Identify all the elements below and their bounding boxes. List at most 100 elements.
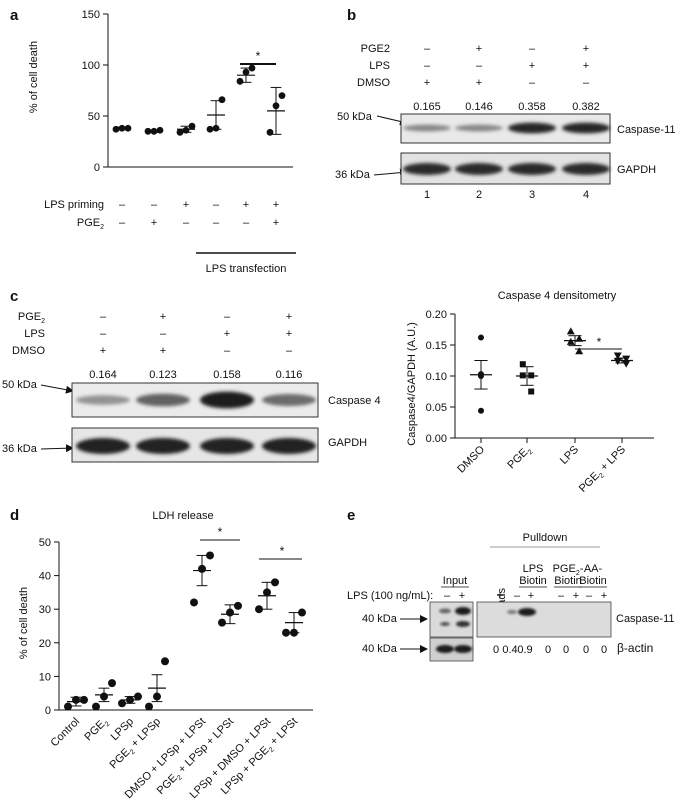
condition-value: – [529, 77, 536, 89]
y-axis-label: % of cell death [18, 587, 30, 659]
marker-40kda: 40 kDa [362, 613, 398, 625]
condition-value: + [100, 345, 106, 357]
densitometry-ratio: 0.4 [502, 644, 517, 656]
data-point [118, 699, 126, 708]
pulldown-group-label: Input [443, 575, 467, 587]
data-point [519, 361, 526, 368]
label-subscript: 2 [598, 472, 606, 480]
blot-band [403, 124, 451, 132]
densitometry-value: 0.123 [149, 369, 177, 381]
lps-value: – [558, 590, 565, 602]
y-tick-label: 0.15 [426, 340, 447, 352]
label-text: PGE [82, 718, 107, 743]
label-subscript: 2 [268, 746, 276, 754]
condition-value: – [160, 328, 167, 340]
y-axis-label: Caspase4/GAPDH (A.U.) [406, 322, 418, 445]
label-text: PGE [505, 446, 530, 471]
condition-value: – [119, 199, 126, 211]
y-tick-label: 150 [82, 9, 100, 21]
data-point [145, 702, 153, 711]
data-point [613, 352, 622, 360]
blot-band [262, 438, 316, 454]
lps-label: LPS (100 ng/mL): [347, 590, 433, 602]
x-tick-label: PGE2 + LPS [577, 444, 630, 497]
data-point [218, 618, 226, 627]
y-axis-label: % of cell death [28, 41, 40, 113]
condition-value: – [224, 345, 231, 357]
label-text: PGE [108, 746, 133, 771]
lps-value: + [528, 590, 534, 602]
blot-pulldown-caspase11 [476, 601, 612, 638]
condition-value: – [151, 199, 158, 211]
panel-b: b PGE2 – + – + LPS – – + + DMSO + + – – 0.165 0.146 0.35… [335, 7, 676, 201]
data-point [190, 598, 198, 607]
blot-band [456, 621, 470, 627]
y-tick-label: 30 [39, 604, 51, 616]
condition-label: DMSO [12, 345, 45, 357]
blot-band [76, 438, 130, 454]
label-text: PGE [577, 470, 602, 495]
blot-band [136, 393, 190, 407]
densitometry-value: 0.382 [572, 101, 600, 113]
condition-value: + [183, 199, 189, 211]
lane-number: 3 [529, 189, 535, 201]
condition-value: + [583, 60, 589, 72]
condition-value: + [476, 43, 482, 55]
blot-band [508, 163, 556, 175]
condition-label: PGE2 [18, 311, 45, 325]
label-text: Input [443, 575, 467, 587]
x-tick-label: DMSO [455, 443, 487, 475]
marker-50kda: 50 kDa [337, 111, 373, 123]
data-point [64, 702, 72, 711]
marker-arrow [40, 384, 74, 394]
label-text: PGE [18, 311, 41, 323]
panel-letter-d: d [10, 507, 19, 524]
blot-label-gapdh: GAPDH [617, 164, 656, 176]
data-point [206, 551, 214, 560]
condition-value: + [160, 345, 166, 357]
label-text: PGE [553, 563, 576, 575]
data-point [622, 355, 631, 363]
condition-value: – [243, 217, 250, 229]
blot-label-gapdh: GAPDH [328, 437, 367, 449]
blot-band [562, 163, 610, 175]
blot-band [403, 163, 451, 175]
marker-36kda: 36 kDa [335, 169, 371, 181]
label-text: DMSO [12, 345, 45, 357]
blot-band [200, 438, 254, 454]
label-tail: + LPSt [266, 716, 300, 750]
blot-band [455, 607, 471, 615]
blot-band [136, 438, 190, 454]
label-subscript: 2 [100, 224, 104, 231]
y-tick-label: 20 [39, 638, 51, 650]
condition-value: – [100, 328, 107, 340]
label-tail: + LPS [596, 444, 628, 476]
panel-a: a % of cell death 0 50 100 150 * LPS primin… [10, 7, 296, 275]
lane-number: 4 [583, 189, 589, 201]
y-tick-label: 10 [39, 671, 51, 683]
condition-value: – [476, 60, 483, 72]
panel-letter-a: a [10, 7, 19, 24]
data-point [528, 388, 535, 395]
label-tail: - [580, 563, 584, 575]
densitometry-ratio: 0 [493, 644, 499, 656]
densitometry-value: 0.165 [413, 101, 441, 113]
label-text: LPS [24, 328, 45, 340]
pulldown-group-label: Biotin [579, 575, 607, 587]
data-point [575, 347, 584, 355]
condition-value: + [243, 199, 249, 211]
marker-50kda: 50 kDa [2, 379, 38, 391]
condition-value: – [183, 217, 190, 229]
condition-value: + [476, 77, 482, 89]
pulldown-group-label: Biotin [519, 575, 547, 587]
condition-value: + [273, 199, 279, 211]
y-tick-label: 0.05 [426, 402, 447, 414]
densitometry-ratio: 0 [583, 644, 589, 656]
densitometry-ratio: 0 [563, 644, 569, 656]
condition-value: – [224, 311, 231, 323]
data-point [613, 358, 622, 366]
condition-value: + [273, 217, 279, 229]
lps-value: + [601, 590, 607, 602]
